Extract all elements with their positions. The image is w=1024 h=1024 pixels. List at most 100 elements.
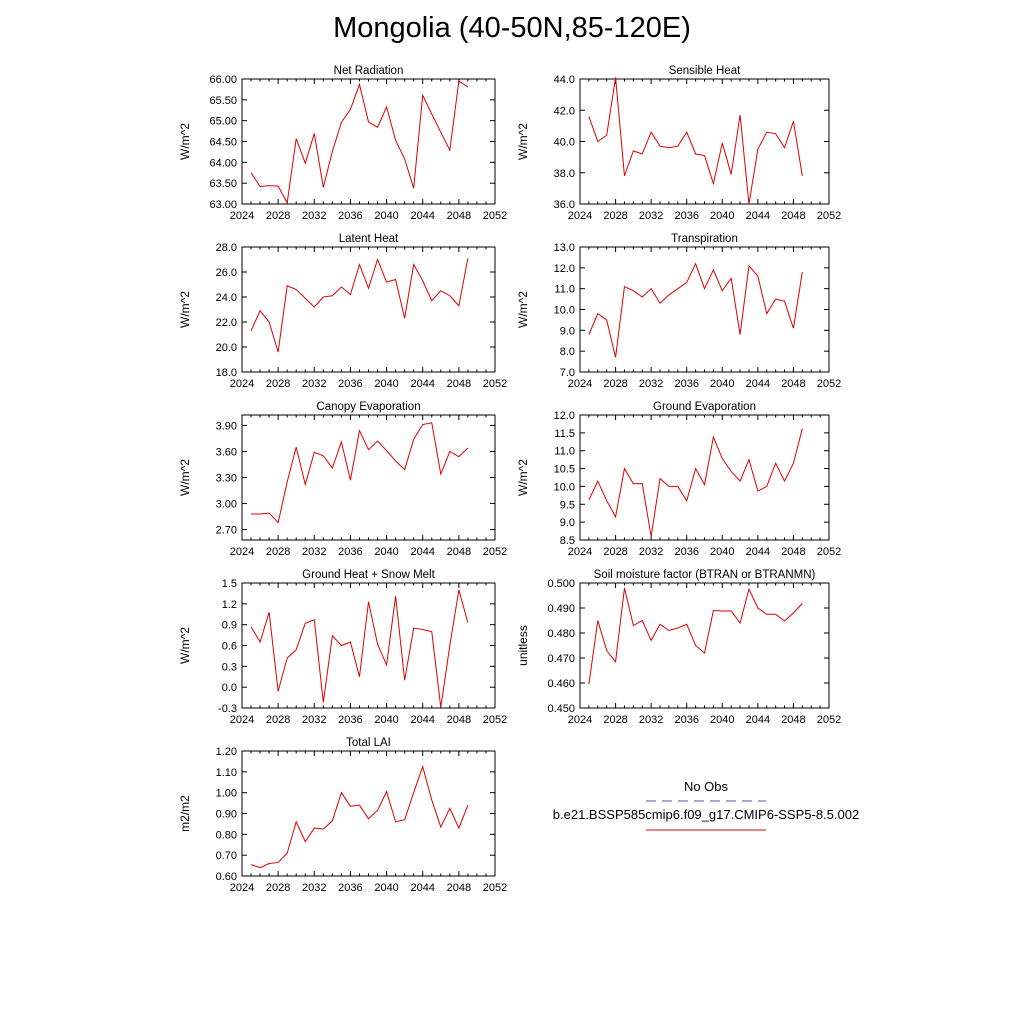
x-tick-label: 2052 (483, 546, 507, 558)
y-tick-label: 11.0 (554, 446, 575, 458)
y-tick-label: 10.0 (554, 481, 575, 493)
x-tick-label: 2040 (710, 378, 734, 390)
page-title: Mongolia (40-50N,85-120E) (333, 12, 691, 44)
y-tick-label: 12.0 (554, 263, 575, 275)
x-tick-label: 2052 (817, 714, 841, 726)
x-tick-label: 2048 (781, 546, 805, 558)
x-tick-label: 2044 (410, 378, 434, 390)
x-tick-label: 2032 (302, 546, 326, 558)
y-tick-label: 22.0 (216, 317, 237, 329)
y-tick-label: 0.9 (222, 620, 237, 632)
x-tick-label: 2032 (639, 210, 663, 222)
chart-panel-2: Sensible Heat W/m^2 2024 2028 2032 2036 2040 20… (516, 65, 841, 222)
x-tick-label: 2036 (674, 714, 698, 726)
y-tick-label: 63.00 (209, 199, 237, 211)
y-tick-label: 0.490 (547, 603, 575, 615)
y-tick-label: 0.500 (547, 578, 575, 590)
x-tick-label: 2032 (302, 210, 326, 222)
y-axis-label: W/m^2 (178, 627, 192, 664)
x-tick-label: 2048 (781, 378, 805, 390)
y-axis-label: W/m^2 (178, 459, 192, 496)
x-tick-label: 2028 (603, 546, 627, 558)
chart-panel-9: Total LAI m2/m2 2024 2028 2032 2036 2040 2044 20… (178, 737, 507, 894)
x-tick-label: 2048 (447, 882, 471, 894)
x-tick-label: 2040 (374, 210, 398, 222)
panel-title: Total LAI (346, 737, 391, 749)
panel-title: Sensible Heat (669, 65, 741, 77)
y-tick-label: 1.20 (216, 746, 237, 758)
x-tick-label: 2048 (447, 210, 471, 222)
y-tick-label: 36.0 (554, 199, 575, 211)
y-tick-label: 28.0 (216, 242, 237, 254)
x-tick-label: 2048 (781, 210, 805, 222)
chart-panel-4: Transpiration W/m^2 2024 2028 2032 2036 2040 20… (516, 233, 841, 390)
x-tick-label: 2044 (746, 378, 770, 390)
panel-title: Ground Evaporation (653, 401, 756, 413)
plot-frame (241, 414, 496, 541)
x-tick-label: 2024 (230, 210, 254, 222)
y-tick-label: 66.00 (209, 74, 237, 86)
y-tick-label: 8.0 (560, 346, 575, 358)
panel-title: Ground Heat + Snow Melt (302, 569, 435, 581)
y-tick-label: 0.0 (222, 682, 237, 694)
y-tick-label: 3.90 (216, 420, 237, 432)
y-tick-label: 11.5 (554, 428, 575, 440)
x-tick-label: 2044 (746, 714, 770, 726)
plot-frame (241, 246, 496, 373)
y-tick-label: 13.0 (554, 242, 575, 254)
y-tick-label: 11.0 (554, 284, 575, 296)
y-tick-label: 64.00 (209, 157, 237, 169)
x-tick-label: 2044 (410, 882, 434, 894)
y-tick-label: 0.80 (216, 829, 237, 841)
y-tick-label: 9.0 (560, 517, 575, 529)
y-tick-label: 3.00 (216, 499, 237, 511)
x-tick-label: 2024 (568, 378, 592, 390)
y-tick-label: 63.50 (209, 178, 237, 190)
y-tick-label: 1.2 (222, 599, 237, 611)
y-tick-label: 0.460 (547, 678, 575, 690)
chart-panel-7: Ground Heat + Snow Melt W/m^2 2024 2028 2032… (178, 569, 507, 726)
panel-title: Transpiration (671, 233, 738, 245)
x-tick-label: 2044 (410, 210, 434, 222)
x-tick-label: 2024 (568, 210, 592, 222)
y-tick-label: 8.5 (560, 535, 575, 547)
x-tick-label: 2036 (338, 378, 362, 390)
x-tick-label: 2028 (266, 378, 290, 390)
y-tick-label: 0.3 (222, 661, 237, 673)
y-tick-label: 1.00 (216, 788, 237, 800)
x-tick-label: 2040 (374, 882, 398, 894)
x-tick-label: 2040 (710, 714, 734, 726)
x-tick-label: 2028 (603, 378, 627, 390)
chart-panel-8: Soil moisture factor (BTRAN or BTRANMN) u… (516, 569, 841, 726)
y-tick-label: 2.70 (216, 525, 237, 537)
y-tick-label: 24.0 (216, 292, 237, 304)
x-tick-label: 2024 (230, 546, 254, 558)
x-tick-label: 2044 (746, 210, 770, 222)
x-tick-label: 2036 (674, 378, 698, 390)
series-line (588, 262, 803, 358)
legend-case-label: b.e21.BSSP585cmip6.f09_g17.CMIP6-SSP5-8.… (552, 807, 860, 822)
panel-title: Canopy Evaporation (316, 401, 420, 413)
chart-panel-6: Ground Evaporation W/m^2 2024 2028 2032 2036 2… (516, 401, 841, 558)
series-line (588, 428, 803, 537)
x-tick-label: 2024 (568, 546, 592, 558)
x-tick-label: 2040 (710, 210, 734, 222)
x-tick-label: 2048 (447, 714, 471, 726)
series-line (250, 258, 469, 353)
legend-no-obs-label: No Obs (683, 779, 729, 794)
y-tick-label: 64.50 (209, 137, 237, 149)
y-tick-label: 0.60 (216, 871, 237, 883)
panel-title: Latent Heat (339, 233, 399, 245)
x-tick-label: 2024 (230, 714, 254, 726)
x-tick-label: 2032 (639, 546, 663, 558)
x-tick-label: 2028 (603, 210, 627, 222)
y-axis-label: W/m^2 (178, 123, 192, 160)
x-tick-label: 2052 (483, 882, 507, 894)
x-tick-label: 2028 (266, 714, 290, 726)
series-line (250, 764, 469, 869)
x-tick-label: 2024 (568, 714, 592, 726)
y-tick-label: 18.0 (216, 367, 237, 379)
x-tick-label: 2036 (338, 546, 362, 558)
x-tick-label: 2028 (266, 882, 290, 894)
